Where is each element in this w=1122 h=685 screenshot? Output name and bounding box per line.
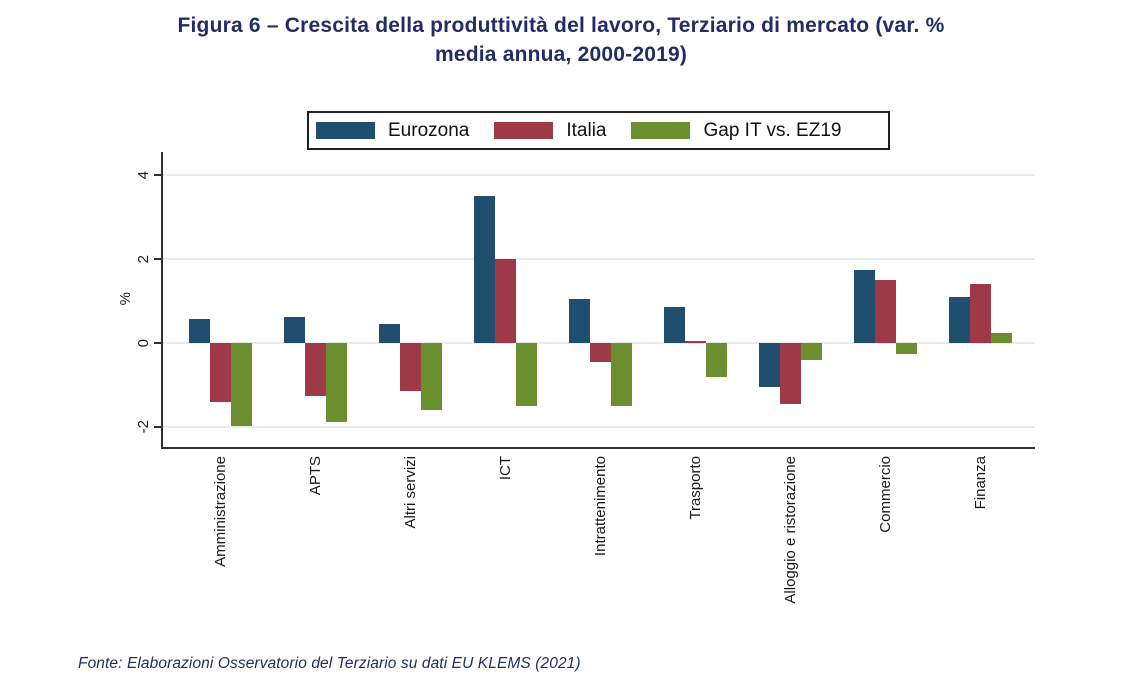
bar-gap-it-vs-ez19-commercio (895, 343, 917, 354)
bar-italia-alloggio-e-ristorazione (779, 343, 801, 404)
bar-gap-it-vs-ez19-amministrazione (230, 343, 252, 427)
x-axis-label-wrap-trasporto: Trasporto (675, 456, 715, 520)
bar-gap-it-vs-ez19-ict (515, 343, 537, 406)
x-axis-line (161, 447, 1035, 449)
bar-gap-it-vs-ez19-trasporto (705, 343, 727, 377)
source-note: Fonte: Elaborazioni Osservatorio del Ter… (78, 655, 581, 672)
bar-eurozona-apts (283, 316, 305, 343)
gridline-y--2 (163, 426, 1035, 428)
x-axis-label: ICT (496, 456, 514, 481)
chart-legend: Eurozona Italia Gap IT vs. EZ19 (307, 111, 890, 150)
y-axis-title-text: % (116, 292, 134, 306)
legend-swatch-gap-it-vs-ez19 (631, 122, 691, 139)
bar-italia-apts (304, 343, 326, 396)
plot-area (163, 152, 1035, 447)
bar-italia-commercio (874, 280, 896, 343)
chart-title-line2: media annua, 2000-2019) (434, 43, 688, 66)
chart-title-line1: Figura 6 – Crescita della produttività d… (177, 14, 945, 37)
x-axis-label-wrap-finanza: Finanza (960, 456, 1000, 509)
bar-eurozona-intrattenimento (568, 298, 590, 343)
x-axis-label-wrap-commercio: Commercio (865, 456, 905, 533)
y-tick-mark (154, 426, 161, 428)
x-axis-label-wrap-alloggio-e-ristorazione: Alloggio e ristorazione (770, 456, 810, 604)
bar-gap-it-vs-ez19-alloggio-e-ristorazione (800, 343, 822, 360)
y-axis-line (161, 152, 163, 449)
y-tick-mark (154, 258, 161, 260)
bar-eurozona-amministrazione (188, 318, 210, 343)
bar-eurozona-altri-servizi (378, 324, 400, 343)
y-axis-tick-label: 2 (135, 254, 152, 264)
bar-italia-ict (494, 259, 516, 343)
bar-italia-trasporto (684, 340, 706, 343)
y-axis-tick-label: 0 (135, 338, 152, 348)
y-axis-tick-label-wrap: 2 (124, 247, 152, 271)
bar-italia-finanza (969, 284, 991, 343)
x-axis-label: Alloggio e ristorazione (781, 456, 799, 604)
bar-gap-it-vs-ez19-intrattenimento (610, 343, 632, 406)
legend-swatch-eurozona (316, 122, 375, 139)
bar-eurozona-alloggio-e-ristorazione (758, 343, 780, 388)
y-axis-tick-label-wrap: 0 (124, 331, 152, 355)
legend-item-gap-it-vs-ez19: Gap IT vs. EZ19 (631, 120, 841, 142)
y-tick-mark (154, 174, 161, 176)
x-axis-label: Intrattenimento (591, 456, 609, 557)
bar-italia-amministrazione (209, 343, 231, 402)
bar-gap-it-vs-ez19-finanza (990, 332, 1012, 343)
x-axis-label: Altri servizi (401, 456, 419, 529)
bar-eurozona-trasporto (663, 307, 685, 343)
legend-label: Eurozona (388, 119, 470, 141)
x-axis-label: Commercio (876, 456, 894, 533)
x-axis-label-wrap-apts: APTS (295, 456, 335, 495)
legend-swatch-italia (494, 122, 554, 139)
x-axis-label-wrap-intrattenimento: Intrattenimento (580, 456, 620, 556)
gridline-y-4 (163, 174, 1035, 176)
x-axis-label: Amministrazione (211, 456, 229, 567)
bar-gap-it-vs-ez19-altri-servizi (420, 343, 442, 411)
gridline-y-2 (163, 258, 1035, 260)
x-axis-label-wrap-altri-servizi: Altri servizi (390, 456, 430, 529)
y-axis-tick-label: -2 (135, 420, 152, 434)
x-axis-label-wrap-amministrazione: Amministrazione (200, 456, 240, 567)
x-axis-label: Trasporto (686, 456, 704, 520)
y-axis-tick-label: 4 (135, 170, 152, 180)
bar-italia-intrattenimento (589, 343, 611, 362)
x-axis-label-wrap-ict: ICT (485, 456, 525, 480)
x-axis-label: APTS (306, 456, 324, 496)
bar-gap-it-vs-ez19-apts (325, 343, 347, 422)
legend-label: Gap IT vs. EZ19 (703, 119, 842, 141)
y-axis-tick-label-wrap: -2 (124, 415, 152, 439)
bar-italia-altri-servizi (399, 343, 421, 392)
y-tick-mark (154, 342, 161, 344)
bar-eurozona-finanza (948, 296, 970, 343)
bar-eurozona-commercio (853, 269, 875, 343)
legend-item-italia: Italia (494, 120, 606, 142)
legend-item-eurozona: Eurozona (316, 120, 469, 142)
x-axis-label: Finanza (971, 456, 989, 510)
bar-eurozona-ict (473, 196, 495, 343)
y-axis-tick-label-wrap: 4 (124, 163, 152, 187)
y-axis-title: % (113, 279, 137, 319)
legend-label: Italia (566, 119, 607, 141)
chart-title: Figura 6 – Crescita della produttività d… (81, 11, 1041, 69)
